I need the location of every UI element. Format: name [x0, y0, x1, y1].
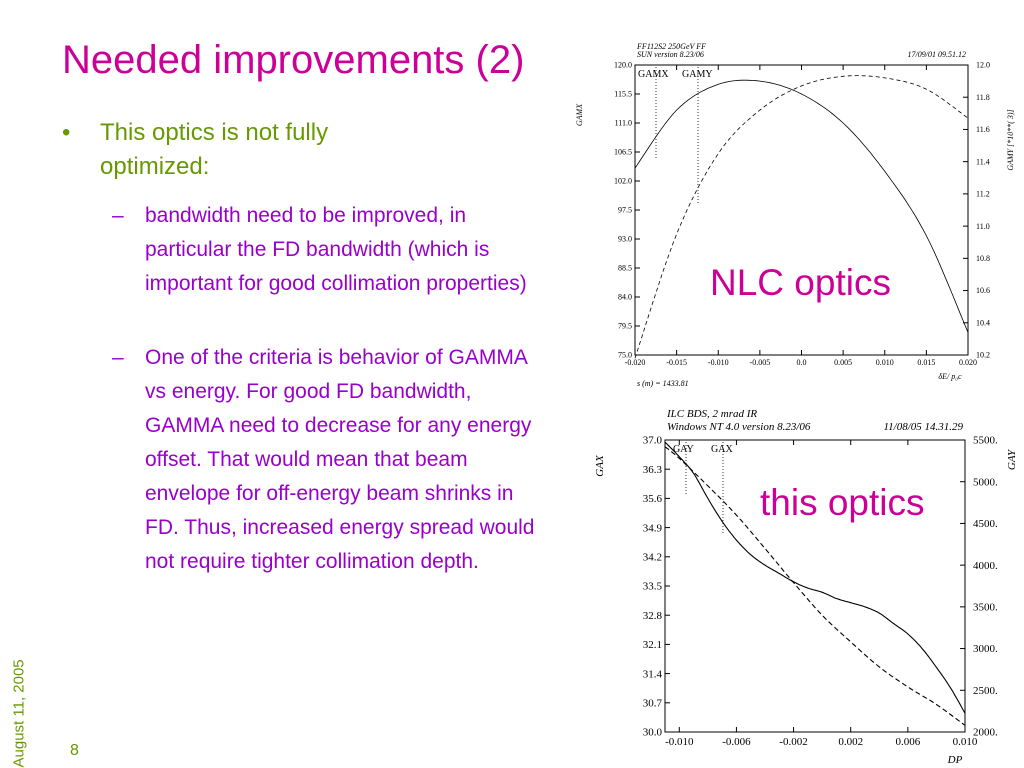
right-tick-label: 11.4: [976, 157, 990, 166]
sub-bullet-text: bandwidth need to be improved, in partic…: [145, 204, 527, 295]
left-tick-label: 115.5: [614, 90, 632, 99]
right-tick-label: 10.2: [976, 351, 990, 360]
chart-header-right: 11/08/05 14.31.29: [883, 421, 963, 433]
right-tick-label: 12.0: [976, 61, 990, 70]
dash-marker: –: [112, 346, 124, 369]
right-tick-label: 10.4: [976, 318, 990, 327]
series-line-gax: [664, 441, 966, 714]
x-tick-label: 0.006: [895, 736, 920, 748]
series-line-gamx: [634, 79, 969, 333]
right-tick-label: 2000.: [973, 727, 998, 739]
slide-title: Needed improvements (2): [62, 38, 525, 82]
right-tick-label: 10.8: [976, 254, 990, 263]
legend-entry: GAMY: [682, 69, 713, 80]
x-tick-label: -0.006: [722, 736, 751, 748]
left-tick-label: 106.5: [614, 148, 632, 157]
legend-entry: GAMX: [638, 69, 669, 80]
x-tick-label: 0.010: [876, 358, 894, 367]
x-axis-label: δE/ p₀c: [938, 372, 962, 381]
page-number: 8: [70, 742, 79, 759]
right-tick-label: 4500.: [973, 518, 998, 530]
x-tick-label: 0.020: [959, 358, 977, 367]
left-tick-label: 31.4: [643, 668, 663, 680]
left-tick-label: 75.0: [618, 351, 632, 360]
x-tick-label: -0.005: [750, 358, 771, 367]
left-tick-label: 30.7: [643, 697, 663, 709]
left-tick-label: 32.8: [643, 610, 663, 622]
chart-header-left-2: SUN version 8.23/06: [637, 50, 704, 59]
left-tick-label: 34.2: [643, 551, 662, 563]
left-tick-label: 37.0: [643, 435, 663, 447]
chart-footer: s (m) = 1433.81: [637, 379, 689, 388]
chart-header-left: ILC BDS, 2 mrad IR: [666, 408, 757, 420]
x-tick-label: -0.015: [666, 358, 687, 367]
left-tick-label: 93.0: [618, 235, 632, 244]
sub-bullet-text: One of the criteria is behavior of GAMMA…: [145, 346, 535, 573]
right-tick-label: 2500.: [973, 685, 998, 697]
slide-date: August 11, 2005: [10, 659, 28, 768]
right-tick-label: 5500.: [973, 435, 998, 447]
left-tick-label: 97.5: [618, 206, 632, 215]
x-tick-label: 0.005: [834, 358, 852, 367]
x-tick-label: -0.020: [625, 358, 646, 367]
left-tick-label: 102.0: [614, 177, 632, 186]
right-tick-label: 3500.: [973, 602, 998, 614]
x-tick-label: 0.015: [917, 358, 935, 367]
left-axis-label: GAMX: [575, 103, 584, 126]
right-tick-label: 3000.: [973, 643, 998, 655]
right-axis-label: GAMY [*10**( 3)]: [1006, 109, 1015, 170]
left-tick-label: 34.9: [643, 522, 663, 534]
left-tick-label: 84.0: [618, 293, 632, 302]
left-tick-label: 120.0: [614, 61, 632, 70]
this-optics-label: this optics: [760, 482, 925, 523]
legend-entry: GAX: [711, 444, 733, 455]
x-tick-label: 0.010: [953, 736, 978, 748]
plot-frame: [634, 64, 969, 356]
x-axis-label: DP: [947, 754, 963, 766]
left-tick-label: 32.1: [643, 639, 662, 651]
x-tick-label: -0.002: [779, 736, 807, 748]
chart-header-left: FF112S2 250GeV FF: [636, 42, 706, 51]
x-tick-label: -0.010: [665, 736, 694, 748]
left-axis-label: GAX: [594, 454, 606, 477]
right-tick-label: 5000.: [973, 476, 998, 488]
right-tick-label: 4000.: [973, 560, 998, 572]
x-tick-label: -0.010: [708, 358, 729, 367]
series-line-gamy: [634, 75, 969, 359]
x-tick-label: 0.0: [797, 358, 807, 367]
left-tick-label: 35.6: [643, 493, 663, 505]
left-tick-label: 33.5: [643, 581, 663, 593]
right-tick-label: 11.0: [976, 222, 990, 231]
left-tick-label: 88.5: [618, 264, 632, 273]
bullet-marker: •: [62, 119, 71, 146]
series-line-gay: [664, 446, 966, 726]
right-tick-label: 11.6: [976, 125, 990, 134]
right-tick-label: 11.8: [976, 93, 990, 102]
chart-header-left-2: Windows NT 4.0 version 8.23/06: [667, 421, 811, 433]
chart-header-right: 17/09/01 09.51.12: [908, 50, 966, 59]
x-tick-label: 0.002: [838, 736, 863, 748]
right-tick-label: 11.2: [976, 190, 990, 199]
right-axis-label: GAY: [1006, 448, 1018, 470]
left-tick-label: 111.0: [615, 119, 632, 128]
left-tick-label: 30.0: [643, 727, 663, 739]
legend-entry: GAY: [673, 444, 694, 455]
nlc-optics-label: NLC optics: [710, 262, 891, 303]
right-tick-label: 10.6: [976, 286, 990, 295]
bullet-text: This optics is not fully optimized:: [100, 119, 329, 180]
left-tick-label: 79.5: [618, 322, 632, 331]
left-tick-label: 36.3: [643, 464, 663, 476]
dash-marker: –: [112, 204, 124, 227]
